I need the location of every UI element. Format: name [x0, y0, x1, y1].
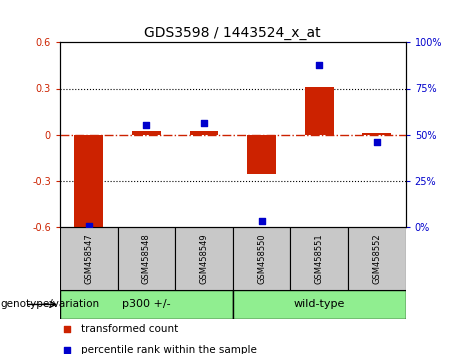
Text: GSM458549: GSM458549	[200, 233, 208, 284]
Bar	[290, 227, 348, 290]
Bar	[247, 135, 276, 175]
Point	[85, 223, 92, 228]
Bar	[348, 227, 406, 290]
Text: GSM458550: GSM458550	[257, 233, 266, 284]
Text: GSM458551: GSM458551	[315, 233, 324, 284]
Point	[258, 218, 266, 224]
Point	[373, 139, 381, 145]
Text: genotype/variation: genotype/variation	[0, 299, 99, 309]
Point	[142, 122, 150, 128]
Title: GDS3598 / 1443524_x_at: GDS3598 / 1443524_x_at	[144, 26, 321, 40]
Bar	[233, 227, 290, 290]
Text: p300 +/-: p300 +/-	[122, 299, 171, 309]
Point	[63, 326, 71, 332]
Bar	[233, 290, 406, 319]
Point	[200, 121, 207, 126]
Bar	[74, 135, 103, 227]
Text: transformed count: transformed count	[81, 324, 178, 334]
Bar	[60, 227, 118, 290]
Bar	[175, 227, 233, 290]
Bar	[362, 133, 391, 135]
Bar	[132, 131, 161, 135]
Text: wild-type: wild-type	[294, 299, 345, 309]
Bar	[118, 227, 175, 290]
Point	[315, 62, 323, 67]
Text: percentile rank within the sample: percentile rank within the sample	[81, 346, 257, 354]
Text: GSM458548: GSM458548	[142, 233, 151, 284]
Bar	[189, 131, 219, 135]
Text: GSM458547: GSM458547	[84, 233, 93, 284]
Text: GSM458552: GSM458552	[372, 233, 381, 284]
Bar	[60, 290, 233, 319]
Point	[63, 348, 71, 353]
Bar	[305, 87, 334, 135]
